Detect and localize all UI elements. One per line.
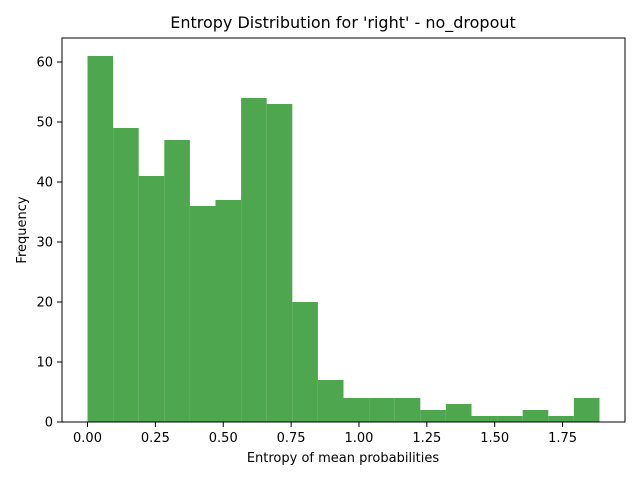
histogram-bar [471,416,498,422]
histogram-bar [548,416,574,422]
histogram-bar [369,398,395,422]
y-tick-label: 30 [36,236,53,251]
chart-title: Entropy Distribution for 'right' - no_dr… [170,13,516,33]
histogram-bar [87,56,114,422]
y-tick-label: 60 [36,56,53,71]
x-axis-label: Entropy of mean probabilities [247,451,440,466]
y-tick-label: 0 [45,416,53,431]
x-tick-label: 0.75 [277,431,306,446]
histogram-bar [215,200,242,422]
histogram-bar [317,380,344,422]
histogram-bar [497,416,523,422]
histogram-bar [164,140,190,422]
histogram-bar [573,398,600,422]
x-tick-label: 0.25 [141,431,170,446]
histogram-bar [113,128,139,422]
histogram-bar [445,404,472,422]
bars-group [87,56,600,422]
histogram-bar [420,410,446,422]
histogram-bar [343,398,370,422]
plot-frame [61,37,626,423]
x-tick-label: 1.25 [412,431,441,446]
x-tick-label: 0.50 [209,431,238,446]
x-axis-ticks: 0.00 0.25 0.50 0.75 1.00 1.25 1.50 1.75 [73,422,577,446]
histogram-bar [138,176,165,422]
histogram-bar [241,98,267,422]
histogram-bar [292,302,318,422]
y-axis-ticks: 0 10 20 30 40 50 60 [36,56,62,431]
histogram-bar [189,206,216,422]
x-tick-label: 1.50 [480,431,509,446]
histogram-bar [266,104,293,422]
x-tick-label: 1.75 [548,431,577,446]
y-tick-label: 50 [36,116,53,131]
y-tick-label: 10 [36,356,53,371]
histogram-bar [522,410,549,422]
x-tick-label: 0.00 [73,431,102,446]
y-tick-label: 40 [36,176,53,191]
x-tick-label: 1.00 [344,431,373,446]
histogram-bar [394,398,421,422]
y-tick-label: 20 [36,296,53,311]
y-axis-label: Frequency [15,196,30,263]
